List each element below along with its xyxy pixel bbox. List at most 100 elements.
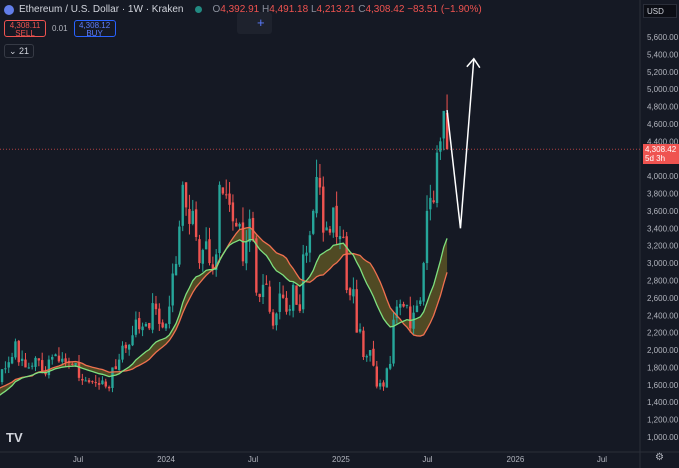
candle-body [74, 363, 77, 365]
candle-body [134, 319, 138, 335]
candle-body [429, 197, 432, 210]
candle-body [258, 293, 261, 297]
candle-body [335, 205, 338, 237]
price-tick-label: 1,400.00 [647, 398, 679, 407]
candle-body [261, 284, 265, 297]
candle-body [4, 368, 7, 370]
candle-body [131, 335, 134, 346]
candle-body [40, 360, 44, 373]
candle-body [255, 238, 258, 293]
candle-body [375, 366, 378, 387]
candle-body [301, 254, 305, 310]
candle-body [275, 313, 278, 326]
candle-body [291, 284, 295, 311]
price-tick-label: 2,200.00 [647, 329, 679, 338]
candle-body [181, 184, 184, 226]
candle-body [388, 363, 392, 369]
buy-button[interactable]: 4,308.12 BUY [73, 20, 116, 38]
candle-body [338, 236, 342, 240]
candle-body [127, 344, 131, 350]
price-tick-label: 4,600.00 [647, 120, 679, 129]
candle-body [439, 141, 442, 152]
candle-body [24, 359, 27, 368]
candle-body [332, 207, 335, 233]
currency-select[interactable]: USD [643, 4, 677, 18]
candle-body [114, 366, 118, 370]
candle-body [315, 176, 318, 214]
candle-body [208, 239, 211, 264]
candle-body [77, 362, 81, 378]
candle-body [322, 186, 325, 233]
candle-body [422, 263, 425, 302]
candle-body [201, 250, 205, 264]
candle-body [194, 209, 198, 237]
candle-body [84, 380, 87, 382]
candle-body [295, 285, 298, 305]
candle-body [121, 345, 124, 360]
candle-body [362, 330, 365, 357]
candle-body [245, 241, 248, 264]
candle-body [198, 239, 201, 264]
arrow-drawing [446, 58, 475, 229]
candle-body [101, 380, 104, 385]
time-tick-label: 2025 [332, 455, 350, 464]
candle-body [442, 110, 445, 139]
candle-body [342, 236, 345, 238]
candle-body [355, 289, 358, 333]
candle-body [104, 381, 107, 387]
candle-body [174, 263, 178, 276]
spread: 0.01 [52, 24, 68, 33]
candle-body [0, 369, 4, 383]
price-tick-label: 2,400.00 [647, 311, 679, 320]
crosshair-icon: + [257, 15, 265, 30]
candle-body [248, 218, 251, 243]
candle-body [305, 252, 308, 256]
candle-body [445, 112, 449, 150]
price-tick-label: 2,600.00 [647, 294, 679, 303]
candle-body [399, 303, 402, 308]
candle-body [218, 184, 221, 254]
time-tick-label: Jul [597, 455, 607, 464]
candle-body [405, 304, 409, 306]
sell-button[interactable]: 4,308.11 SELL [4, 20, 46, 38]
symbol-title[interactable]: Ethereum / U.S. Dollar · 1W · Kraken [19, 4, 184, 15]
price-tick-label: 4,000.00 [647, 172, 679, 181]
candle-body [419, 300, 422, 305]
candle-body [91, 381, 94, 383]
trade-panel: 4,308.11 SELL 0.01 4,308.12 BUY [4, 20, 116, 38]
candle-body [14, 341, 17, 358]
candle-body [308, 235, 312, 253]
candle-body [168, 306, 171, 324]
candle-body [238, 223, 241, 227]
price-tick-label: 5,600.00 [647, 33, 679, 42]
price-tick-label: 1,000.00 [647, 433, 679, 442]
candle-body [154, 303, 158, 310]
candle-body [228, 193, 231, 205]
candle-body [425, 210, 429, 264]
candle-body [171, 273, 174, 306]
candle-body [144, 323, 148, 327]
candle-body [87, 380, 91, 383]
candle-body [117, 359, 121, 370]
price-tick-label: 3,000.00 [647, 259, 679, 268]
candle-body [225, 194, 228, 196]
settings-icon[interactable]: ⚙ [655, 452, 664, 463]
candle-body [71, 363, 74, 365]
candle-body [231, 202, 235, 222]
candle-body [124, 344, 128, 349]
indicators-toggle[interactable]: ⌄ 21 [4, 44, 35, 58]
candle-body [64, 358, 67, 363]
price-tick-label: 3,200.00 [647, 242, 679, 251]
candle-body [265, 283, 268, 285]
candle-body [365, 356, 368, 358]
candle-body [161, 322, 164, 328]
price-tick-label: 1,600.00 [647, 381, 679, 390]
arrow-head [466, 57, 481, 69]
price-tick-label: 5,200.00 [647, 68, 679, 77]
candle-body [34, 357, 37, 367]
tradingview-logo[interactable]: TV [6, 430, 23, 445]
crosshair-tool-button[interactable]: + [237, 12, 272, 34]
candle-body [278, 293, 281, 312]
candle-body [151, 303, 154, 330]
